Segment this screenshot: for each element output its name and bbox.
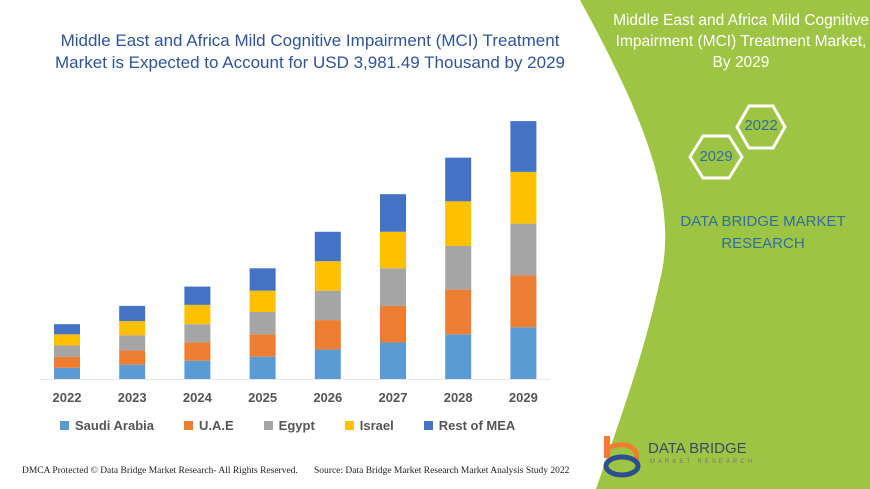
x-tick-label: 2022 — [52, 390, 82, 405]
bar-segment-2024-0 — [184, 360, 211, 379]
bar-segment-2025-3 — [249, 290, 276, 312]
logo-subtext: MARKET RESEARCH — [650, 459, 755, 465]
bar-segment-2028-2 — [445, 245, 472, 290]
bar-segment-2026-3 — [314, 261, 341, 291]
bar-segment-2029-0 — [510, 327, 537, 379]
bar-segment-2027-2 — [380, 268, 406, 306]
bar-segment-2027-4 — [380, 194, 406, 232]
bar-segment-2025-4 — [249, 268, 276, 291]
x-tick-label: 2027 — [378, 390, 408, 405]
bar-segment-2022-1 — [54, 356, 80, 368]
bar-segment-2022-3 — [54, 334, 80, 346]
bars-group — [54, 121, 537, 379]
legend-swatch — [263, 421, 273, 430]
bar-segment-2029-1 — [510, 275, 537, 328]
bar-segment-2024-3 — [184, 304, 211, 325]
panel-title: Middle East and Africa Mild Cognitive Im… — [613, 12, 869, 71]
bar-segment-2029-4 — [510, 121, 537, 172]
chart-title: Middle East and Africa Mild Cognitive Im… — [55, 31, 565, 72]
legend-item: Israel — [344, 418, 394, 433]
bar-segment-2023-0 — [119, 364, 146, 379]
x-tick-label: 2023 — [117, 390, 147, 405]
bar-segment-2026-4 — [314, 231, 341, 262]
bar-segment-2027-0 — [380, 342, 406, 379]
x-tick-label: 2026 — [313, 390, 343, 405]
x-tick-label: 2024 — [182, 390, 212, 405]
bar-segment-2023-4 — [119, 305, 146, 322]
hex-label-2029: 2029 — [699, 148, 733, 165]
hex-label-2022: 2022 — [744, 117, 778, 134]
x-tick-label: 2029 — [508, 390, 538, 405]
legend-item: U.A.E — [183, 418, 234, 433]
logo-text: DATA BRIDGE — [648, 440, 747, 457]
legend-label: U.A.E — [198, 418, 234, 433]
bar-segment-2028-4 — [445, 157, 472, 202]
bar-segment-2026-2 — [314, 290, 341, 321]
bar-segment-2025-2 — [249, 311, 276, 335]
bar-segment-2026-0 — [314, 349, 341, 379]
bar-segment-2028-1 — [445, 289, 472, 335]
bar-segment-2026-1 — [314, 320, 341, 350]
legend-label: Saudi Arabia — [75, 418, 154, 433]
bar-segment-2023-3 — [119, 321, 146, 336]
footer-copyright: DMCA Protected © Data Bridge Market Rese… — [22, 466, 298, 476]
bar-segment-2029-3 — [510, 171, 537, 224]
bar-segment-2028-3 — [445, 201, 472, 246]
bar-segment-2027-3 — [380, 231, 406, 269]
legend-swatch — [344, 421, 354, 430]
bar-segment-2022-2 — [54, 345, 80, 357]
bar-segment-2025-0 — [249, 356, 276, 379]
bar-segment-2027-1 — [380, 305, 406, 343]
green-side-panel — [580, 0, 870, 489]
legend-swatch — [60, 421, 69, 430]
bar-segment-2025-1 — [249, 334, 276, 357]
hexagon-2022 — [735, 104, 787, 150]
bar-segment-2022-4 — [54, 324, 80, 335]
legend-item: Rest of MEA — [423, 418, 516, 433]
bar-segment-2024-1 — [184, 342, 211, 361]
bar-segment-2028-0 — [445, 334, 472, 379]
legend-item: Egypt — [263, 418, 315, 433]
panel-brand: DATA BRIDGE MARKET RESEARCH — [680, 213, 846, 252]
bar-segment-2029-2 — [510, 223, 537, 276]
legend-label: Israel — [359, 418, 394, 433]
bar-segment-2023-2 — [119, 335, 146, 351]
hexagon-2029 — [688, 134, 744, 180]
legend-swatch — [183, 421, 193, 430]
data-bridge-logo-icon — [603, 436, 641, 478]
bar-segment-2022-0 — [54, 367, 80, 379]
footer-source: Source: Data Bridge Market Research Mark… — [314, 466, 570, 476]
x-tick-label: 2025 — [248, 390, 278, 405]
bar-segment-2024-4 — [184, 286, 211, 305]
legend-label: Rest of MEA — [438, 418, 516, 433]
bar-segment-2023-1 — [119, 350, 146, 365]
legend: Saudi Arabia U.A.E Egypt Israel Rest of MEA — [60, 418, 515, 433]
legend-item: Saudi Arabia — [60, 418, 154, 433]
x-tick-label: 2028 — [443, 390, 473, 405]
bar-segment-2024-2 — [184, 324, 211, 343]
legend-label: Egypt — [278, 418, 315, 433]
legend-swatch — [423, 421, 433, 430]
